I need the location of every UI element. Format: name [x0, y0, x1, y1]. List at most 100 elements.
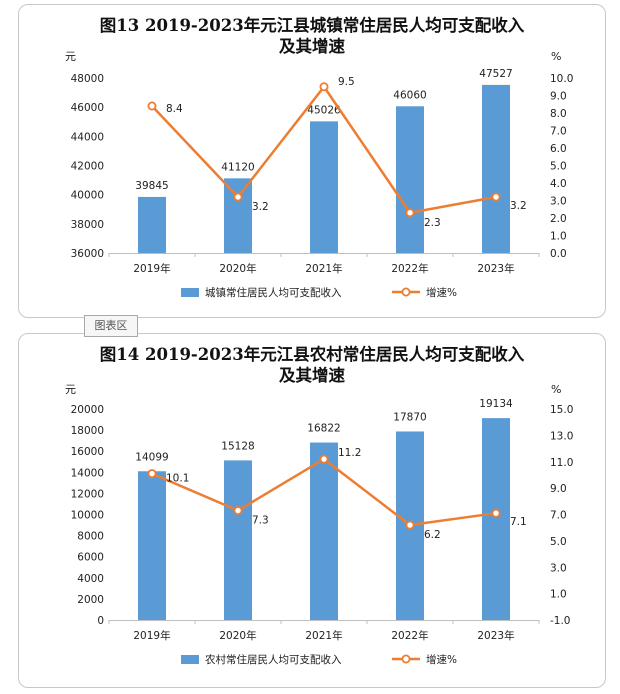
- growth-value-label: 8.4: [166, 103, 183, 115]
- y2-tick-label: 7.0: [550, 126, 567, 138]
- bar-value-label: 47527: [479, 68, 512, 80]
- income-bar: [224, 178, 252, 253]
- y2-tick-label: 2.0: [550, 213, 567, 225]
- y-tick-label: 36000: [71, 248, 104, 260]
- income-bar: [310, 121, 338, 253]
- growth-marker: [319, 82, 329, 92]
- bar-value-label: 46060: [393, 89, 426, 101]
- growth-value-label: 7.1: [510, 516, 527, 528]
- y2-tick-label: 8.0: [550, 108, 567, 120]
- growth-value-label: 6.2: [424, 529, 441, 541]
- bar-value-label: 17870: [393, 411, 426, 423]
- y-tick-label: 20000: [71, 404, 104, 416]
- y2-tick-label: 1.0: [550, 231, 567, 243]
- income-bar: [138, 471, 166, 620]
- growth-marker: [233, 506, 243, 516]
- right-axis-unit: %: [551, 50, 561, 63]
- growth-marker: [147, 101, 157, 111]
- growth-marker: [405, 208, 415, 218]
- income-bar: [482, 84, 510, 253]
- y-tick-label: 40000: [71, 190, 104, 202]
- y2-tick-label: 11.0: [550, 457, 573, 469]
- legend-bar-swatch: [181, 655, 199, 664]
- y2-tick-label: 5.0: [550, 161, 567, 173]
- y2-tick-label: 9.0: [550, 483, 567, 495]
- chart-panel-14: 图14 2019-2023年元江县农村常住居民人均可支配收入 及其增速元% 0 200…: [18, 333, 606, 688]
- y2-tick-label: 7.0: [550, 510, 567, 522]
- bar-value-label: 39845: [135, 180, 168, 192]
- y-tick-label: 12000: [71, 488, 104, 500]
- y-tick-label: 8000: [77, 531, 104, 543]
- y2-tick-label: 9.0: [550, 91, 567, 103]
- y2-tick-label: 15.0: [550, 404, 573, 416]
- legend-line-label: 增速%: [426, 653, 457, 666]
- legend-bar-label: 城镇常住居民人均可支配收入: [205, 286, 342, 299]
- legend-bar-label: 农村常住居民人均可支配收入: [205, 653, 342, 666]
- y-tick-label: 38000: [71, 219, 104, 231]
- y2-tick-label: 13.0: [550, 430, 573, 442]
- legend-line-marker: [401, 287, 411, 297]
- income-bar: [310, 442, 338, 620]
- right-axis-unit: %: [551, 383, 561, 396]
- x-tick-label: 2021年: [305, 629, 342, 642]
- legend-line-marker: [401, 654, 411, 664]
- chart-area-tag[interactable]: 图表区: [84, 315, 138, 337]
- y2-tick-label: 1.0: [550, 589, 567, 601]
- bar-value-label: 45026: [307, 104, 341, 116]
- chart-title-line2: 及其增速: [279, 36, 346, 56]
- y2-tick-label: 3.0: [550, 562, 567, 574]
- x-tick-label: 2022年: [391, 629, 428, 642]
- chart-title-line2: 及其增速: [279, 365, 346, 385]
- income-bar: [396, 106, 424, 254]
- growth-marker: [319, 454, 329, 464]
- y-tick-label: 44000: [71, 131, 104, 143]
- income-bar: [138, 196, 166, 253]
- growth-value-label: 10.1: [166, 473, 189, 485]
- growth-value-label: 9.5: [338, 76, 355, 88]
- growth-value-label: 3.2: [252, 201, 269, 213]
- growth-marker: [147, 469, 157, 479]
- growth-marker: [405, 520, 415, 530]
- y2-tick-label: 6.0: [550, 143, 567, 155]
- x-tick-label: 2020年: [219, 262, 256, 275]
- growth-value-label: 3.2: [510, 200, 527, 212]
- y2-tick-label: 5.0: [550, 536, 567, 548]
- growth-marker: [491, 508, 501, 518]
- x-tick-label: 2019年: [133, 262, 170, 275]
- y2-tick-label: 3.0: [550, 196, 567, 208]
- y-tick-label: 10000: [71, 510, 104, 522]
- left-axis-unit: 元: [65, 383, 76, 396]
- x-tick-label: 2022年: [391, 262, 428, 275]
- y-tick-label: 48000: [71, 73, 104, 85]
- x-tick-label: 2019年: [133, 629, 170, 642]
- growth-marker: [491, 192, 501, 202]
- growth-value-label: 2.3: [424, 217, 441, 229]
- chart-panel-13: 图13 2019-2023年元江县城镇常住居民人均可支配收入 及其增速元% 3600…: [18, 4, 606, 318]
- x-tick-label: 2021年: [305, 262, 342, 275]
- y2-tick-label: 0.0: [550, 248, 567, 260]
- x-tick-label: 2023年: [477, 629, 514, 642]
- y-tick-label: 6000: [77, 552, 104, 564]
- left-axis-unit: 元: [65, 50, 76, 63]
- growth-marker: [233, 192, 243, 202]
- legend-bar-swatch: [181, 288, 199, 297]
- income-bar: [482, 418, 510, 620]
- bar-value-label: 16822: [307, 423, 340, 435]
- bar-value-label: 41120: [221, 161, 254, 173]
- x-tick-label: 2020年: [219, 629, 256, 642]
- y-tick-label: 42000: [71, 161, 104, 173]
- y2-tick-label: 10.0: [550, 73, 573, 85]
- bar-value-label: 15128: [221, 440, 254, 452]
- y-tick-label: 2000: [77, 594, 104, 606]
- y-tick-label: 0: [97, 615, 104, 627]
- chart-title: 图14 2019-2023年元江县农村常住居民人均可支配收入: [100, 344, 525, 364]
- y-tick-label: 4000: [77, 573, 104, 585]
- growth-value-label: 11.2: [338, 447, 361, 459]
- y-tick-label: 16000: [71, 446, 104, 458]
- y-tick-label: 46000: [71, 102, 104, 114]
- y-tick-label: 18000: [71, 425, 104, 437]
- legend-line-label: 增速%: [426, 286, 457, 299]
- x-tick-label: 2023年: [477, 262, 514, 275]
